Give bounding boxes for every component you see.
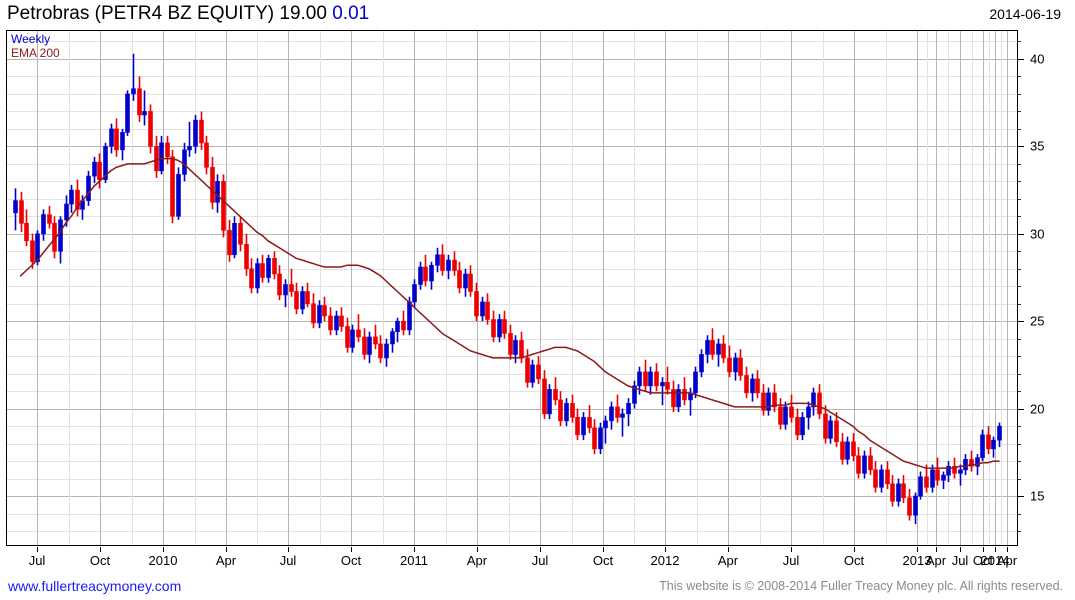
y-tick-minor <box>1018 461 1021 463</box>
site-url[interactable]: www.fullertreacymoney.com <box>8 578 182 594</box>
x-axis-label: Jul <box>28 553 46 568</box>
x-tick <box>995 547 996 552</box>
chart-header: Petrobras (PETR4 BZ EQUITY) 19.00 0.01 2… <box>0 0 1075 28</box>
x-tick <box>100 547 101 552</box>
x-axis-label: 2012 <box>650 553 680 568</box>
y-axis: 15 20 25 30 35 40 <box>1018 30 1074 548</box>
copyright-notice: This website is © 2008-2014 Fuller Treac… <box>659 579 1063 593</box>
y-tick-minor <box>1018 198 1021 200</box>
y-tick-minor <box>1018 513 1021 515</box>
legend-ema200: EMA 200 <box>11 46 60 60</box>
chart-date: 2014-06-19 <box>989 6 1061 22</box>
x-axis-label: Oct <box>592 553 614 568</box>
price-change: 0.01 <box>332 3 370 24</box>
y-tick-minor <box>1018 426 1021 428</box>
x-tick <box>960 547 961 552</box>
y-tick-minor <box>1018 303 1021 305</box>
x-tick <box>37 547 38 552</box>
chart-plot-area[interactable]: Weekly EMA 200 <box>6 30 1018 546</box>
x-axis-label: Apr <box>717 553 739 568</box>
x-tick <box>414 547 415 552</box>
y-tick-major <box>1018 233 1024 235</box>
x-axis-label: Jul <box>279 553 297 568</box>
y-tick-minor <box>1018 181 1021 183</box>
x-axis-label: 2011 <box>400 553 428 568</box>
x-axis-label: Oct <box>972 553 994 568</box>
y-tick-minor <box>1018 478 1021 480</box>
x-tick <box>163 547 164 552</box>
y-axis-label: 15 <box>1030 488 1045 504</box>
x-tick <box>665 547 666 552</box>
y-tick-minor <box>1018 76 1021 78</box>
y-axis-label: 20 <box>1030 401 1045 417</box>
x-axis-label: Apr <box>215 553 237 568</box>
chart-legend: Weekly EMA 200 <box>11 32 60 60</box>
x-axis-label: Jul <box>951 553 969 568</box>
y-tick-major <box>1018 496 1024 498</box>
x-axis-label: 2013 <box>902 553 932 568</box>
x-axis-label: Oct <box>340 553 362 568</box>
y-tick-minor <box>1018 391 1021 393</box>
y-tick-minor <box>1018 41 1021 43</box>
instrument-title: Petrobras (PETR4 BZ EQUITY) 19.00 <box>7 3 327 24</box>
y-axis-label: 35 <box>1030 138 1045 154</box>
y-tick-minor <box>1018 356 1021 358</box>
x-tick <box>603 547 604 552</box>
y-axis-label: 30 <box>1030 226 1045 242</box>
y-tick-minor <box>1018 128 1021 130</box>
x-tick <box>351 547 352 552</box>
y-tick-minor <box>1018 93 1021 95</box>
x-tick <box>288 547 289 552</box>
y-tick-minor <box>1018 338 1021 340</box>
x-axis-label: Oct <box>843 553 865 568</box>
chart-data-layer <box>13 53 1002 525</box>
y-axis-label: 40 <box>1030 51 1045 67</box>
x-axis: Jul Oct 2010 Apr Jul Oct 2011 Apr Jul Oct 2012 Apr J… <box>6 547 1018 571</box>
x-axis-label: 2010 <box>148 553 178 568</box>
y-tick-minor <box>1018 251 1021 253</box>
x-axis-label: 2014 <box>980 553 1010 568</box>
y-tick-minor <box>1018 111 1021 113</box>
y-tick-minor <box>1018 268 1021 270</box>
y-tick-major <box>1018 146 1024 148</box>
y-tick-minor <box>1018 216 1021 218</box>
x-axis-label: Apr <box>925 553 947 568</box>
page-title: Petrobras (PETR4 BZ EQUITY) 19.00 0.01 <box>7 3 369 25</box>
x-tick <box>226 547 227 552</box>
y-tick-minor <box>1018 443 1021 445</box>
x-tick <box>1007 547 1008 552</box>
y-tick-major <box>1018 58 1024 60</box>
x-tick <box>936 547 937 552</box>
y-axis-label: 25 <box>1030 313 1045 329</box>
x-axis-label: Oct <box>89 553 111 568</box>
y-tick-minor <box>1018 286 1021 288</box>
x-tick <box>854 547 855 552</box>
x-axis-label: Jul <box>782 553 800 568</box>
x-tick <box>728 547 729 552</box>
y-tick-minor <box>1018 163 1021 165</box>
legend-periodicity: Weekly <box>11 32 51 46</box>
y-tick-major <box>1018 408 1024 410</box>
x-tick <box>477 547 478 552</box>
y-tick-minor <box>1018 373 1021 375</box>
x-tick <box>983 547 984 552</box>
x-tick <box>540 547 541 552</box>
x-axis-label: Apr <box>996 553 1018 568</box>
x-tick <box>791 547 792 552</box>
x-tick <box>917 547 918 552</box>
y-tick-minor <box>1018 531 1021 532</box>
y-tick-major <box>1018 321 1024 323</box>
chart-gridlines <box>7 31 1017 545</box>
x-axis-label: Jul <box>531 553 549 568</box>
chart-footer: www.fullertreacymoney.com This website i… <box>0 576 1075 600</box>
x-axis-label: Apr <box>466 553 488 568</box>
